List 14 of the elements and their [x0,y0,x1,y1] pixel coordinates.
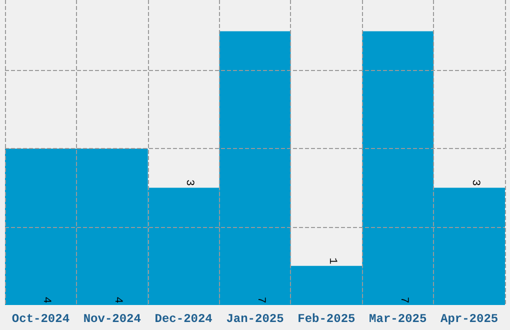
data-label: 3 [468,179,481,186]
data-label: 4 [112,296,124,304]
x-tick-label: Oct-2024 [12,312,70,326]
data-label: 1 [326,258,338,265]
x-tick-label: Nov-2024 [83,312,141,326]
x-tick-label: Jan-2025 [226,312,284,326]
data-label: 3 [183,179,196,186]
data-label: 4 [40,296,52,304]
data-label: 7 [254,296,266,304]
x-tick-label: Apr-2025 [440,312,498,326]
data-label: 7 [397,296,410,304]
x-tick-label: Mar-2025 [369,312,427,326]
x-tick-label: Feb-2025 [298,312,356,326]
x-tick-label: Dec-2024 [154,312,212,326]
